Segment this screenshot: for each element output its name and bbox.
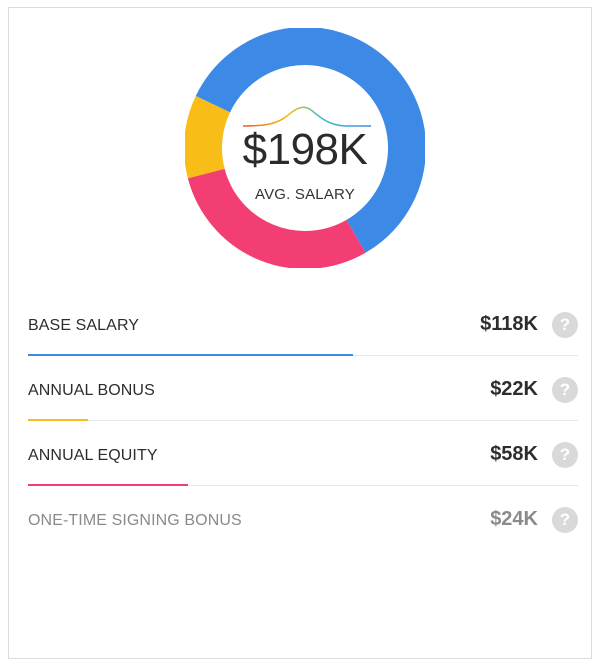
breakdown-label: BASE SALARY — [28, 317, 140, 334]
question-circle-icon[interactable]: ? — [552, 442, 578, 468]
donut-slice-annual-bonus — [185, 96, 231, 179]
breakdown-value: $22K — [490, 378, 538, 400]
breakdown-row: ANNUAL BONUS $22K? — [28, 356, 578, 421]
question-circle-icon[interactable]: ? — [552, 312, 578, 338]
avg-salary-value: $198K — [242, 125, 368, 174]
breakdown-share-bar — [28, 419, 88, 421]
breakdown-value: $24K — [490, 508, 538, 530]
salary-breakdown-list: BASE SALARY $118K? ANNUAL BONUS $22K? ANNUAL… — [28, 291, 578, 550]
salary-donut-chart: $198K AVG. SALARY — [185, 28, 425, 268]
salary-card: $198K AVG. SALARY BASE SALARY $118K? ANNUA… — [8, 7, 592, 659]
breakdown-share-bar — [28, 354, 353, 356]
breakdown-value: $58K — [490, 443, 538, 465]
avg-salary-label: AVG. SALARY — [254, 186, 356, 203]
breakdown-row: BASE SALARY $118K? — [28, 291, 578, 356]
breakdown-row: ONE-TIME SIGNING BONUS $24K? — [28, 486, 578, 550]
sparkline-curve-icon — [242, 106, 371, 127]
breakdown-label: ONE-TIME SIGNING BONUS — [28, 512, 242, 529]
question-circle-icon[interactable]: ? — [552, 507, 578, 533]
breakdown-share-bar — [28, 484, 188, 486]
breakdown-row: ANNUAL EQUITY $58K? — [28, 421, 578, 486]
question-circle-icon[interactable]: ? — [552, 377, 578, 403]
breakdown-label: ANNUAL BONUS — [28, 382, 155, 399]
donut-slice-annual-equity — [187, 168, 366, 268]
distribution-curve — [242, 106, 371, 127]
breakdown-value: $118K — [480, 313, 538, 335]
breakdown-label: ANNUAL EQUITY — [28, 447, 158, 464]
donut-svg — [185, 28, 425, 268]
donut-slice-base-salary — [195, 28, 425, 253]
